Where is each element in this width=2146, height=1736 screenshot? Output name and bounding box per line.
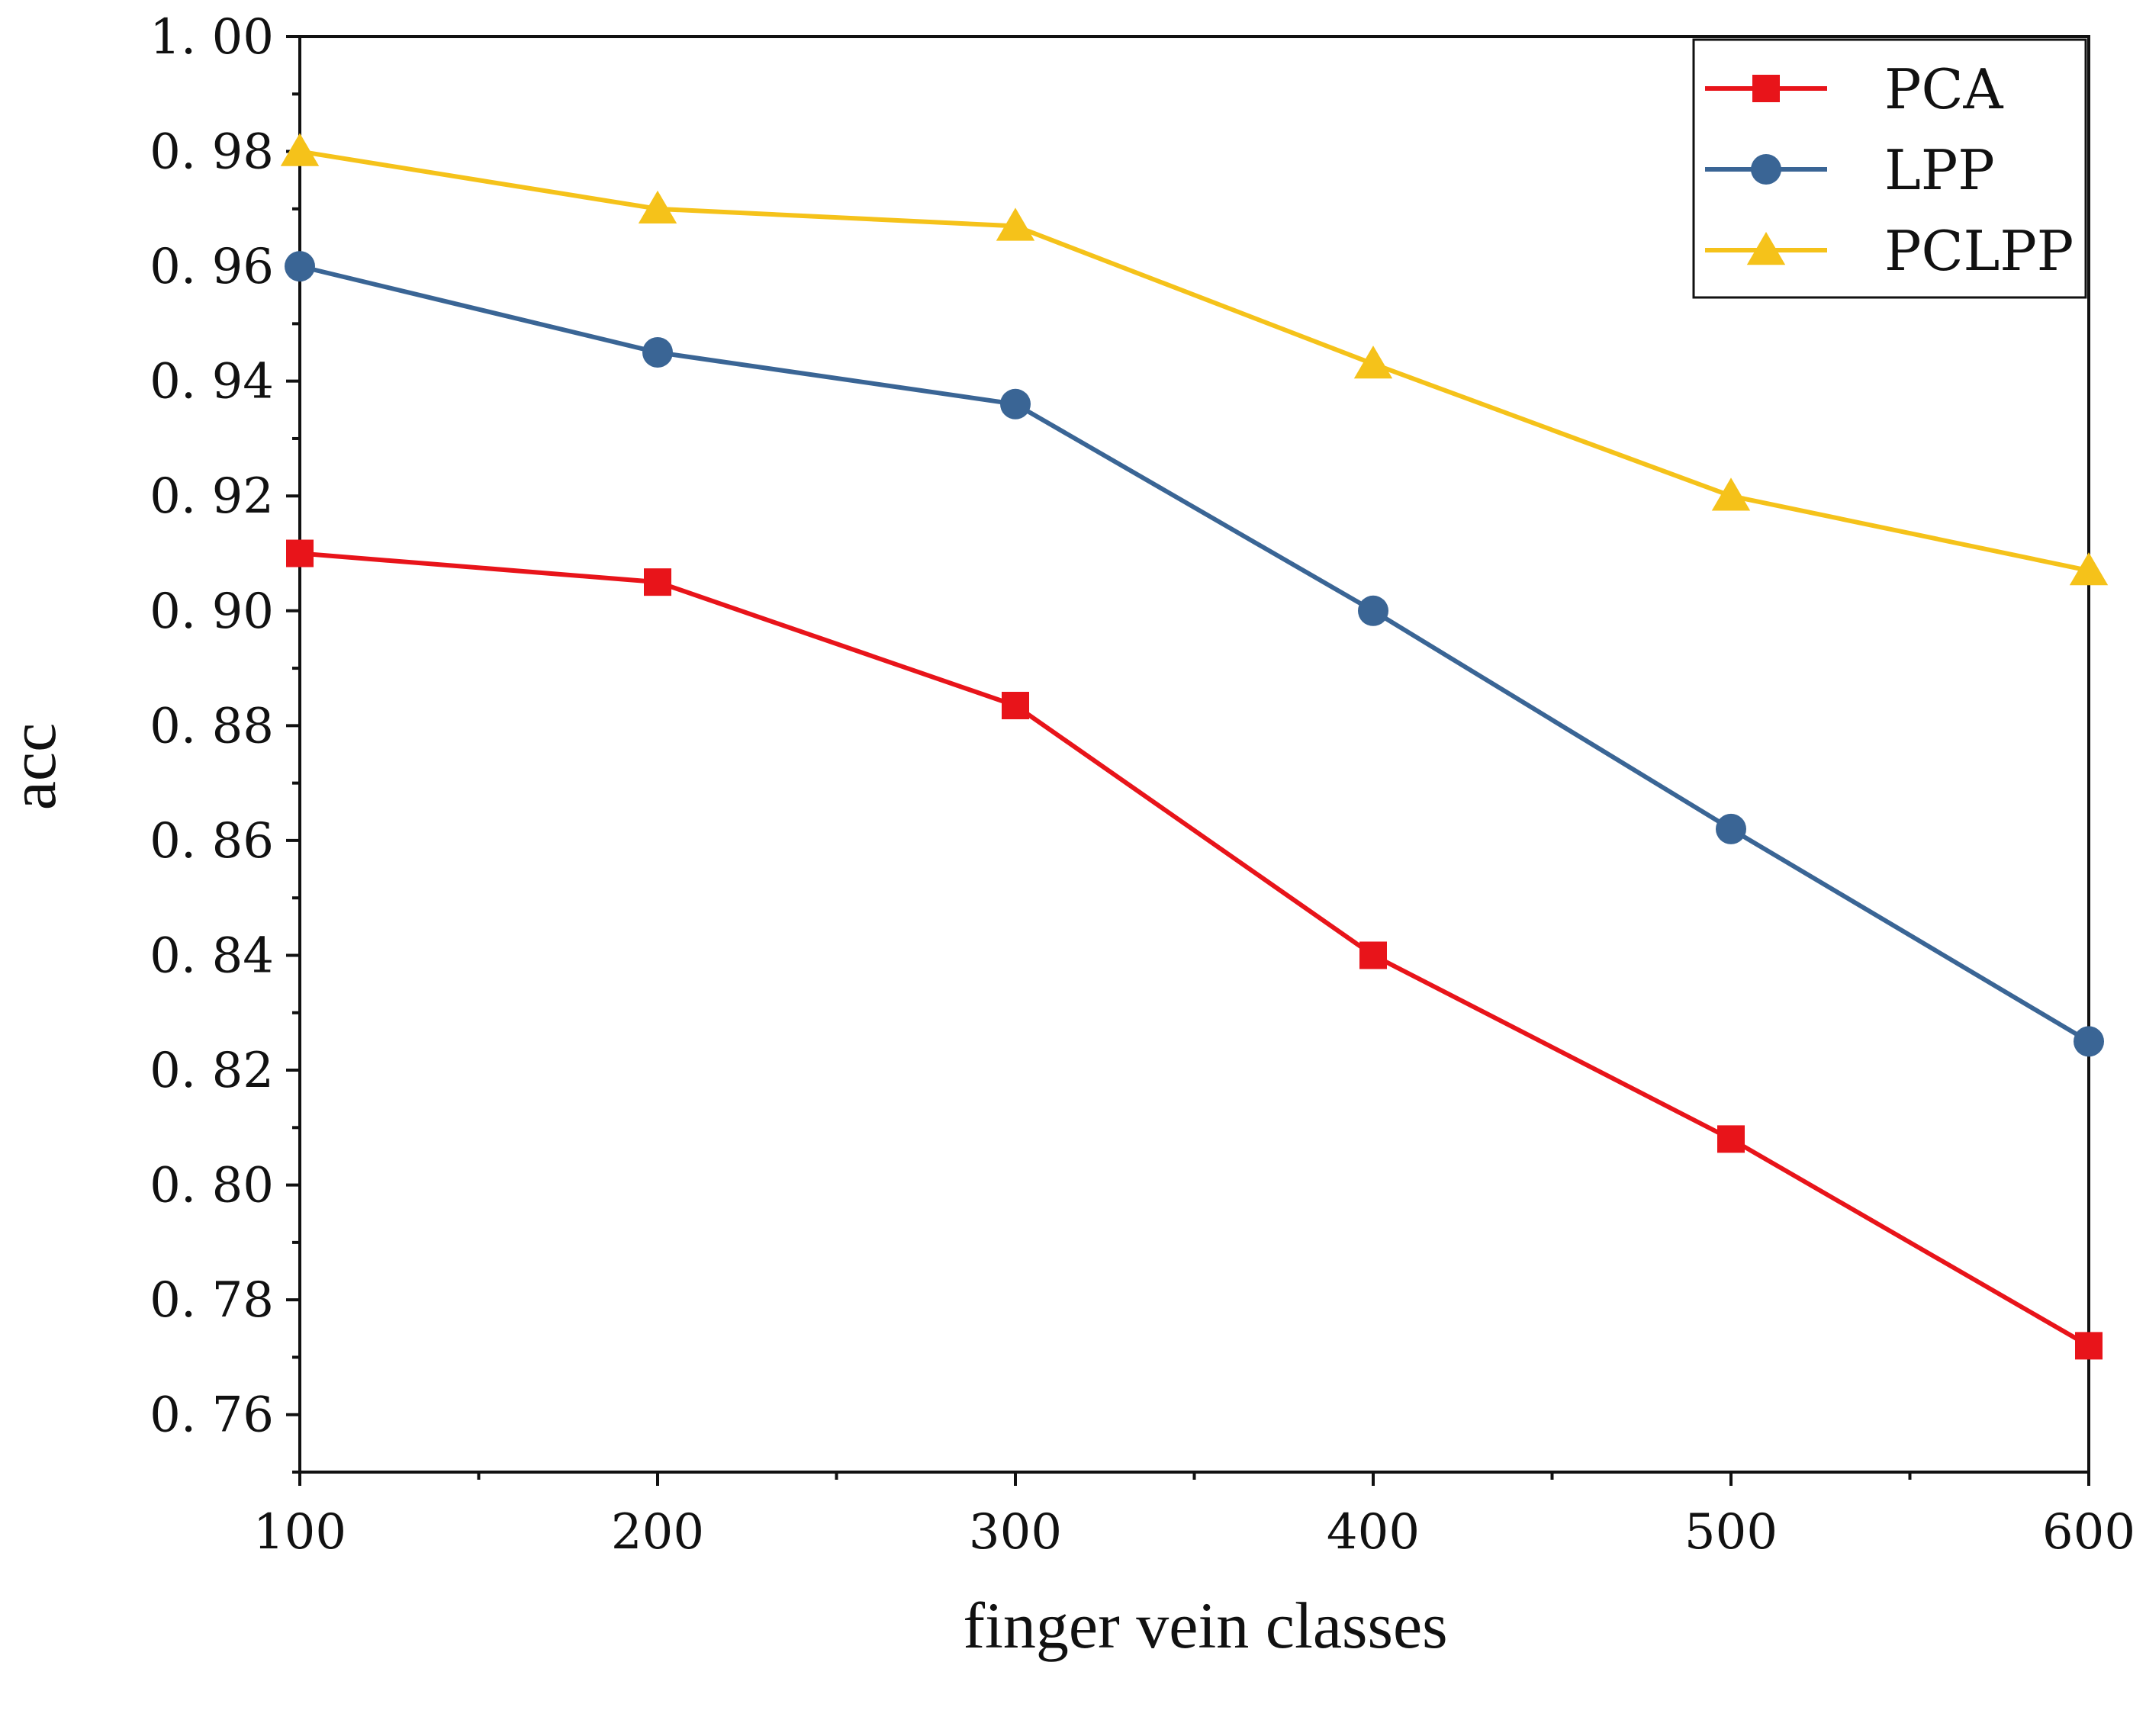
y-tick-label: 1. 00: [150, 9, 274, 66]
data-point-lpp: [1716, 813, 1746, 844]
legend-marker-pca: [1752, 75, 1780, 102]
y-axis-title: acc: [0, 723, 69, 811]
y-tick-label: 0. 94: [150, 354, 274, 410]
legend-marker-pclpp: [1746, 232, 1786, 265]
data-point-lpp: [2074, 1026, 2104, 1057]
legend-label-pca: PCA: [1884, 57, 2004, 121]
x-tick-label: 200: [611, 1504, 704, 1561]
data-point-lpp: [1000, 388, 1031, 420]
series-line-lpp: [299, 264, 2090, 1043]
data-point-pclpp: [996, 207, 1035, 241]
data-point-pca: [644, 568, 671, 596]
x-tick-label: 100: [253, 1504, 346, 1561]
x-tick-label: 300: [969, 1504, 1062, 1561]
data-point-pca: [2075, 1332, 2103, 1360]
series-lpp: [285, 251, 2104, 1057]
series-line-pclpp: [299, 149, 2090, 574]
legend-label-lpp: LPP: [1884, 138, 1995, 202]
data-point-pclpp: [638, 190, 677, 224]
legend-marker-lpp: [1751, 154, 1781, 185]
y-tick-label: 0. 84: [150, 927, 274, 984]
y-tick-label: 0. 92: [150, 468, 274, 525]
y-tick-label: 0. 82: [150, 1043, 274, 1099]
x-tick-label: 400: [1327, 1504, 1420, 1561]
data-point-pca: [1002, 692, 1029, 720]
y-tick-label: 0. 90: [150, 583, 274, 640]
y-tick-label: 0. 76: [150, 1387, 274, 1444]
data-point-pca: [286, 539, 314, 567]
y-tick-label: 0. 88: [150, 698, 274, 754]
data-point-pclpp: [2069, 552, 2109, 586]
data-point-lpp: [1358, 595, 1388, 626]
series-layer: [280, 133, 2109, 1360]
series-line-pca: [299, 551, 2090, 1348]
data-point-lpp: [642, 337, 673, 368]
x-tick-label: 600: [2042, 1504, 2135, 1561]
series-pca: [286, 539, 2103, 1360]
data-point-pclpp: [280, 133, 320, 166]
legend-label-pclpp: PCLPP: [1884, 219, 2074, 283]
data-point-pclpp: [1711, 477, 1751, 511]
y-tick-label: 0. 86: [150, 813, 274, 870]
x-axis-title: finger vein classes: [963, 1589, 1447, 1662]
x-tick-label: 500: [1684, 1504, 1778, 1561]
y-tick-label: 0. 80: [150, 1158, 274, 1214]
data-point-lpp: [285, 251, 315, 282]
y-tick-label: 0. 96: [150, 239, 274, 295]
axes: 0. 76 0. 78 0. 80 0. 82 0. 84 0. 86 0. 88 0. 90…: [150, 9, 2135, 1561]
data-point-pca: [1717, 1125, 1745, 1153]
y-tick-label: 0. 78: [150, 1272, 274, 1329]
series-pclpp: [280, 133, 2109, 586]
data-point-pclpp: [1353, 346, 1393, 379]
data-point-pca: [1359, 941, 1387, 969]
legend: PCA LPP PCLPP: [1692, 38, 2087, 299]
y-tick-label: 0. 98: [150, 124, 274, 181]
